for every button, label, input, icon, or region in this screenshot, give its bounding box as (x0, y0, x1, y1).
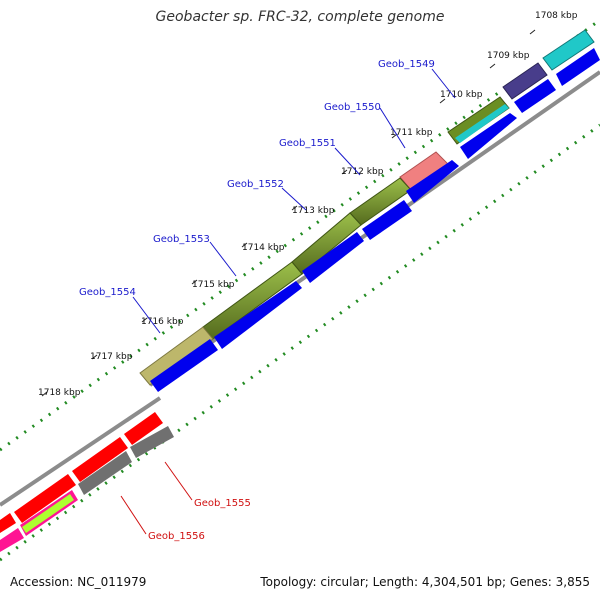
gene-label[interactable]: Geob_1555 (194, 498, 251, 509)
gene-label[interactable]: Geob_1554 (79, 287, 136, 298)
feature-olive-1553[interactable] (202, 261, 303, 340)
cds-gray[interactable] (78, 451, 132, 495)
tick-label: 1709 kbp (487, 51, 530, 61)
cds-blue[interactable] (302, 232, 364, 283)
cds-red[interactable] (124, 412, 163, 445)
forward-cds-track (150, 48, 600, 392)
tick-label: 1710 kbp (440, 90, 483, 100)
cds-blue[interactable] (556, 48, 600, 86)
gene-label[interactable]: Geob_1552 (227, 179, 284, 190)
tick-label: 1713 kbp (292, 206, 335, 216)
cds-blue[interactable] (514, 79, 556, 113)
tick-label: 1716 kbp (141, 317, 184, 327)
feature-teal-small[interactable] (455, 104, 509, 143)
cds-blue[interactable] (150, 339, 218, 392)
gene-label[interactable]: Geob_1551 (279, 138, 336, 149)
scale-ticks (41, 29, 536, 397)
cds-blue[interactable] (406, 160, 459, 203)
cds-red[interactable] (14, 474, 76, 523)
lower-feature-track (0, 412, 174, 552)
cds-blue[interactable] (460, 113, 517, 159)
gene-leaders-lower (120, 461, 193, 535)
feature-teal-top[interactable] (542, 29, 595, 71)
genome-summary-text: Topology: circular; Length: 4,304,501 bp… (260, 575, 590, 589)
cds-red[interactable] (72, 437, 128, 482)
tick-label: 1712 kbp (341, 167, 384, 177)
tick-label: 1715 kbp (192, 280, 235, 290)
feature-khaki-1554[interactable] (139, 326, 214, 386)
tick-label: 1708 kbp (535, 11, 578, 21)
feature-slate[interactable] (502, 62, 548, 100)
cds-magenta[interactable] (0, 528, 24, 552)
backbone-lower (0, 396, 162, 507)
map-title: Geobacter sp. FRC-32, complete genome (155, 9, 445, 25)
cds-blue[interactable] (214, 281, 302, 349)
tick-label: 1711 kbp (390, 128, 433, 138)
gene-label[interactable]: Geob_1553 (153, 234, 210, 245)
gene-label[interactable]: Geob_1556 (148, 531, 205, 542)
tick-label: 1714 kbp (242, 243, 285, 253)
cds-lime[interactable] (22, 494, 74, 533)
tick-label: 1717 kbp (90, 352, 133, 362)
upper-feature-track (139, 29, 595, 386)
cds-gray[interactable] (130, 426, 174, 458)
inner-dotted-ring (0, 123, 600, 562)
accession-text: Accession: NC_011979 (10, 575, 147, 589)
cds-blue[interactable] (362, 200, 412, 240)
tick-label: 1718 kbp (38, 388, 81, 398)
gene-leaders (132, 68, 456, 334)
cds-red[interactable] (0, 513, 16, 533)
gene-label[interactable]: Geob_1550 (324, 102, 381, 113)
gene-label[interactable]: Geob_1549 (378, 59, 435, 70)
